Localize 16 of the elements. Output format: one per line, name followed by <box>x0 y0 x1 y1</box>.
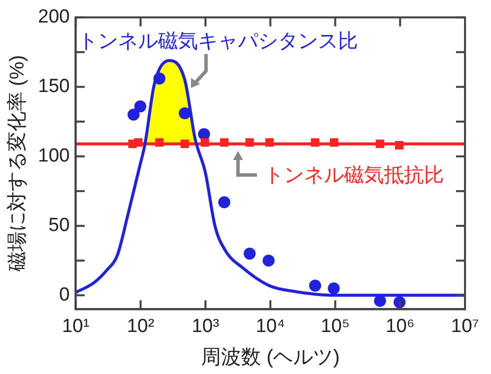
x-tick-label: 10² <box>126 316 154 337</box>
x-tick-label: 10⁵ <box>320 316 350 337</box>
x-tick-label: 10⁴ <box>256 316 286 337</box>
y-tick-label: 100 <box>38 146 70 167</box>
x-axis-title: 周波数 (ヘルツ) <box>200 346 340 369</box>
ref-line-label: トンネル磁気抵抗比 <box>264 164 444 187</box>
y-axis-title: 磁場に対する変化率 (%) <box>6 54 29 273</box>
x-tick-label: 10⁷ <box>450 316 480 337</box>
y-tick-label: 150 <box>38 76 70 98</box>
y-tick-label: 200 <box>38 6 70 28</box>
y-tick-label: 0 <box>59 284 70 306</box>
x-tick-label: 10⁶ <box>386 316 415 337</box>
x-tick-label: 10³ <box>192 316 220 337</box>
text: トンネル磁気キャパシタンス比 <box>78 30 358 53</box>
y-tick-label: 50 <box>48 215 70 236</box>
x-tick-label: 10¹ <box>62 316 90 337</box>
